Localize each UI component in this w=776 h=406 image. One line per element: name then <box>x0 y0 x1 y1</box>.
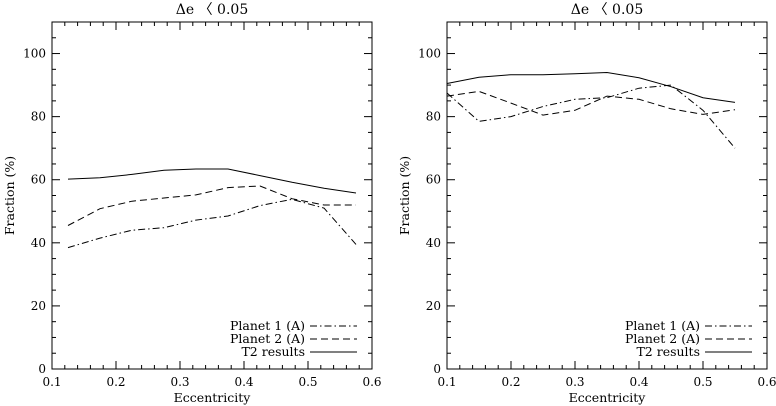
y-axis-label: Fraction (%) <box>2 156 17 235</box>
x-axis-label: Eccentricity <box>174 390 252 405</box>
x-tick-label: 0.3 <box>170 375 189 389</box>
plot-frame <box>446 21 768 370</box>
series-line-planet-1-a <box>446 84 736 149</box>
legend-label: Planet 2 (A) <box>625 331 700 346</box>
plot-frame <box>51 21 373 370</box>
x-tick-label: 0.1 <box>437 375 456 389</box>
chart-title: Δe 〈 0.05 <box>176 2 248 18</box>
y-tick-label: 0 <box>38 362 46 376</box>
chart-panel-2: Δe 〈 0.05 0.1 0.2 0.3 0.4 0.5 0.6 0 20 40 60 80 100 E… <box>397 2 776 405</box>
legend-label: T2 results <box>241 344 305 359</box>
x-tick-label: 0.6 <box>757 375 776 389</box>
y-tick-label: 60 <box>31 173 46 187</box>
x-tick-label: 0.5 <box>693 375 712 389</box>
y-tick-label: 60 <box>426 173 441 187</box>
y-tick-label: 80 <box>426 110 441 124</box>
series-line-planet-2-a <box>446 90 736 116</box>
legend-label: Planet 1 (A) <box>625 318 700 333</box>
legend-label: T2 results <box>636 344 700 359</box>
x-tick-label: 0.2 <box>501 375 520 389</box>
chart-title: Δe 〈 0.05 <box>571 2 643 18</box>
y-axis-label: Fraction (%) <box>397 156 412 235</box>
y-tick-label: 20 <box>426 299 441 313</box>
x-tick-label: 0.1 <box>42 375 61 389</box>
chart-panel-1: Δe 〈 0.05 0.1 0.2 0.3 0.4 0.5 0.6 0 20 40 60 80 100 E… <box>2 2 382 405</box>
y-tick-label: 100 <box>418 47 441 61</box>
legend-label: Planet 1 (A) <box>230 318 305 333</box>
x-tick-label: 0.2 <box>106 375 125 389</box>
y-tick-label: 80 <box>31 110 46 124</box>
x-tick-label: 0.6 <box>362 375 381 389</box>
series-line-planet-2-a <box>67 185 356 226</box>
x-axis-label: Eccentricity <box>569 390 647 405</box>
legend-label: Planet 2 (A) <box>230 331 305 346</box>
y-tick-label: 40 <box>31 236 46 250</box>
y-tick-label: 20 <box>31 299 46 313</box>
x-tick-label: 0.4 <box>234 375 253 389</box>
series-line-planet-1-a <box>67 198 357 249</box>
x-tick-label: 0.4 <box>629 375 648 389</box>
series-line-t2-results <box>446 71 736 103</box>
series-line-t2-results <box>67 168 357 194</box>
x-tick-label: 0.3 <box>565 375 584 389</box>
y-tick-label: 40 <box>426 236 441 250</box>
y-tick-label: 100 <box>23 47 46 61</box>
x-tick-label: 0.5 <box>298 375 317 389</box>
y-tick-label: 0 <box>433 362 441 376</box>
